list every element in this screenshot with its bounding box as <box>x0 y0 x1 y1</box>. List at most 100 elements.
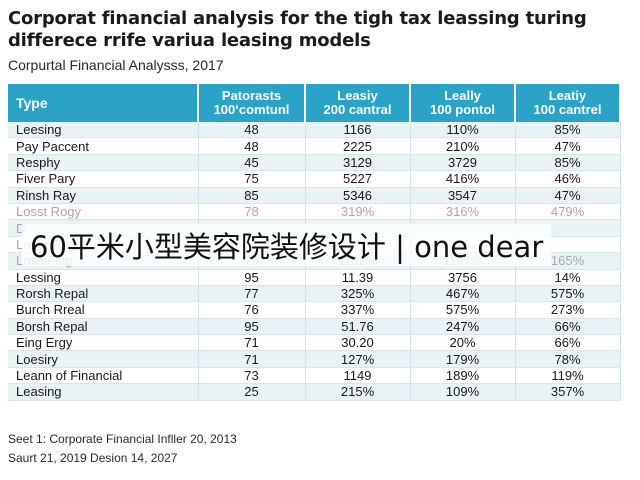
value-cell: 77 <box>198 285 306 303</box>
value-cell: 215% <box>305 383 411 401</box>
table-row: Borsh Repal 95 51.76 247% 66% <box>8 318 621 336</box>
value-cell: 20% <box>410 334 516 352</box>
column-header-line: Leally <box>444 88 481 103</box>
column-header-line: 200 cantral <box>323 102 392 117</box>
value-cell: 66% <box>515 318 621 336</box>
table-row: Losst Rogy 78 319% 316% 479% <box>8 203 621 221</box>
row-label-cell: Loesiry <box>8 350 199 368</box>
value-cell: 357% <box>515 383 621 401</box>
value-cell: 110% <box>410 122 516 139</box>
column-header-line: Type <box>16 95 48 111</box>
row-label-cell: Fiver Pary <box>8 170 199 188</box>
value-cell: 48 <box>198 137 306 155</box>
table-row: Loesiry 71 127% 179% 78% <box>8 350 621 368</box>
row-label-cell: Eing Ergy <box>8 334 199 352</box>
value-cell: 78% <box>515 350 621 368</box>
value-cell: 48 <box>198 122 306 139</box>
table-row: Leann of Financial 73 1149 189% 119% <box>8 367 621 385</box>
value-cell: 14% <box>515 269 621 286</box>
value-cell: 25 <box>198 383 306 401</box>
footnote-line: Seet 1: Corporate Financial Infller 20, … <box>8 432 237 446</box>
column-header-type: Type <box>8 84 199 122</box>
row-label-cell: Rorsh Repal <box>8 285 199 303</box>
table-row: Lessing 95 11.39 3756 14% <box>8 269 621 286</box>
value-cell: 337% <box>305 301 411 319</box>
value-cell: 47% <box>515 137 621 155</box>
value-cell: 1166 <box>305 122 411 139</box>
table-row: Leesing 48 1166 110% 85% <box>8 122 621 139</box>
table-row: Burch Rreal 76 337% 575% 273% <box>8 301 621 319</box>
value-cell: 3729 <box>410 154 516 172</box>
value-cell: 71 <box>198 350 306 368</box>
value-cell: 1149 <box>305 367 411 385</box>
row-label-cell: Burch Rreal <box>8 301 199 319</box>
row-label-cell: Leasing <box>8 383 199 401</box>
value-cell: 11.39 <box>305 269 411 286</box>
column-header-leatiy: Leatiy 100 cantrel <box>515 84 621 122</box>
value-cell: 5227 <box>305 170 411 188</box>
value-cell: 3129 <box>305 154 411 172</box>
page-subtitle: Corpurtal Financial Analysss, 2017 <box>8 57 224 73</box>
value-cell: 119% <box>515 367 621 385</box>
value-cell: 575% <box>515 285 621 303</box>
value-cell: 109% <box>410 383 516 401</box>
column-header-patorasts: Patorasts 100ʻcomtunl <box>198 84 306 122</box>
value-cell: 179% <box>410 350 516 368</box>
table-row: Rinsh Ray 85 5346 3547 47% <box>8 187 621 204</box>
value-cell: 2225 <box>305 137 411 155</box>
value-cell: 46% <box>515 170 621 188</box>
value-cell: 3547 <box>410 187 516 204</box>
value-cell: 51.76 <box>305 318 411 336</box>
column-header-line: Leatiy <box>548 88 587 103</box>
column-header-line: 100ʻcomtunl <box>213 102 290 117</box>
value-cell: 127% <box>305 350 411 368</box>
value-cell: 73 <box>198 367 306 385</box>
value-cell: 75 <box>198 170 306 188</box>
value-cell: 66% <box>515 334 621 352</box>
value-cell: 5346 <box>305 187 411 204</box>
row-label-cell: Borsh Repal <box>8 318 199 336</box>
page-title: Corporat financial analysis for the tigh… <box>8 8 587 51</box>
row-label-cell: Pay Paccent <box>8 137 199 155</box>
column-header-line: Leasiy <box>337 88 378 103</box>
value-cell: 325% <box>305 285 411 303</box>
row-label-cell: Leesing <box>8 122 199 139</box>
footnote-line: Saurt 21, 2019 Desion 14, 2027 <box>8 451 178 465</box>
value-cell: 78 <box>198 203 306 221</box>
value-cell: 85% <box>515 154 621 172</box>
column-header-leally: Leally 100 pontol <box>410 84 516 122</box>
value-cell: 45 <box>198 154 306 172</box>
row-label-cell: Resphy <box>8 154 199 172</box>
value-cell: 47% <box>515 187 621 204</box>
value-cell: 71 <box>198 334 306 352</box>
table-header-row: Type Patorasts 100ʻcomtunl Leasiy 200 ca… <box>8 84 621 122</box>
value-cell: 76 <box>198 301 306 319</box>
value-cell: 85 <box>198 187 306 204</box>
footnotes: Seet 1: Corporate Financial Infller 20, … <box>8 430 237 468</box>
column-header-line: Patorasts <box>221 88 282 103</box>
watermark-text: 60平米小型美容院装修设计 | one dear <box>22 224 552 266</box>
table-row: Pay Paccent 48 2225 210% 47% <box>8 137 621 155</box>
column-header-line: 100 pontol <box>429 102 495 117</box>
value-cell: 416% <box>410 170 516 188</box>
value-cell: 85% <box>515 122 621 139</box>
row-label-cell: Losst Rogy <box>8 203 199 221</box>
value-cell: 95 <box>198 269 306 286</box>
value-cell: 575% <box>410 301 516 319</box>
table-row: Rorsh Repal 77 325% 467% 575% <box>8 285 621 303</box>
value-cell: 479% <box>515 203 621 221</box>
table-row: Fiver Pary 75 5227 416% 46% <box>8 170 621 188</box>
row-label-cell: Lessing <box>8 269 199 286</box>
row-label-cell: Leann of Financial <box>8 367 199 385</box>
value-cell: 316% <box>410 203 516 221</box>
column-header-leasiy: Leasiy 200 cantral <box>305 84 411 122</box>
table-row: Leasing 25 215% 109% 357% <box>8 383 621 401</box>
table-row: Eing Ergy 71 30.20 20% 66% <box>8 334 621 352</box>
value-cell: 273% <box>515 301 621 319</box>
value-cell: 3756 <box>410 269 516 286</box>
row-label-cell: Rinsh Ray <box>8 187 199 204</box>
column-header-line: 100 cantrel <box>533 102 602 117</box>
value-cell: 189% <box>410 367 516 385</box>
value-cell: 95 <box>198 318 306 336</box>
table-row: Resphy 45 3129 3729 85% <box>8 154 621 172</box>
